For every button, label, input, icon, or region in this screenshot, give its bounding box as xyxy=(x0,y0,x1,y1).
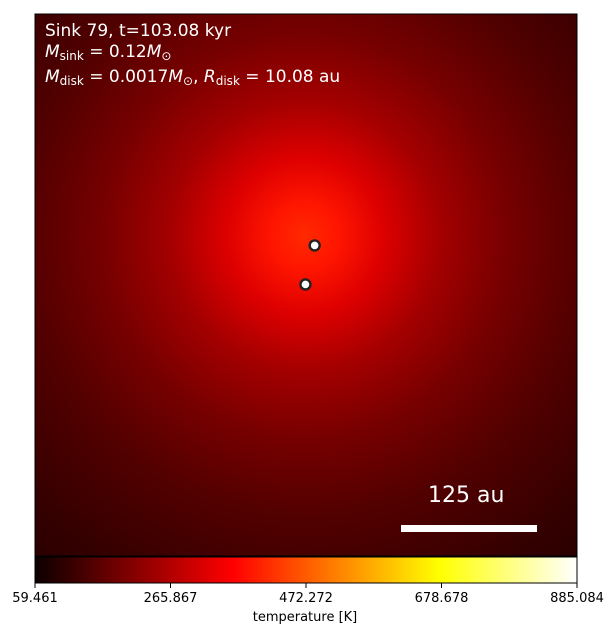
colorbar-tick-label-1: 59.461 xyxy=(12,591,58,606)
colorbar-tick-label-4: 678.678 xyxy=(414,591,469,606)
disk-properties-label: Mdisk = 0.0017M⊙, Rdisk = 10.08 au xyxy=(45,67,341,88)
colorbar xyxy=(34,556,578,584)
colorbar-tick-label-3: 472.272 xyxy=(279,591,333,606)
scale-bar-label: 125 au xyxy=(428,483,505,508)
sink-mass-label: Msink = 0.12M⊙ xyxy=(45,42,172,63)
sink-markers xyxy=(299,239,321,291)
colorbar-label: temperature [K] xyxy=(252,610,358,625)
sink-marker-1 xyxy=(308,239,321,252)
title-annotation: Sink 79, t=103.08 kyr Msink = 0.12M⊙ Mdi… xyxy=(45,21,340,92)
scale-bar xyxy=(401,525,537,532)
colorbar-tick-label-5: 885.084 xyxy=(550,591,604,606)
plot-frame xyxy=(34,13,578,557)
sink-time-label: Sink 79, t=103.08 kyr xyxy=(45,21,232,41)
sink-marker-2 xyxy=(299,278,312,291)
colorbar-tick-label-2: 265.867 xyxy=(143,591,198,606)
colorbar-ticks xyxy=(34,583,578,588)
